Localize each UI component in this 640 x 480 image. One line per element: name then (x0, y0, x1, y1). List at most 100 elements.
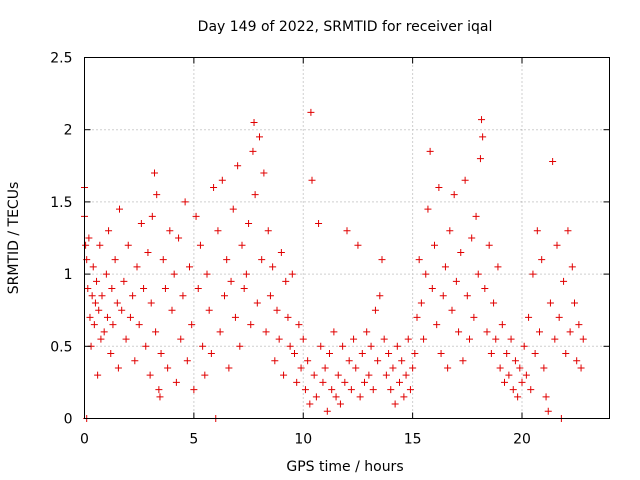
data-point (404, 335, 412, 343)
x-axis-label: GPS time / hours (286, 459, 403, 475)
x-tick-labels: 0 5 10 15 20 (80, 432, 531, 448)
data-point (374, 357, 382, 365)
data-point (538, 256, 546, 264)
data-point (142, 342, 150, 350)
data-point (93, 277, 101, 285)
data-point (490, 299, 498, 307)
data-point (457, 248, 465, 256)
data-point (116, 205, 123, 213)
data-point (82, 241, 90, 249)
data-point (86, 313, 94, 321)
data-point (307, 108, 315, 116)
data-point (245, 220, 253, 228)
data-point (271, 357, 279, 365)
data-point (91, 299, 99, 307)
data-point (365, 371, 373, 379)
data-point (400, 393, 408, 401)
data-point (363, 328, 371, 336)
data-point (483, 328, 491, 336)
data-point (155, 386, 163, 394)
data-point (378, 256, 386, 264)
data-point (131, 357, 139, 365)
data-point (533, 227, 541, 235)
data-point (205, 306, 213, 314)
y-axis-label: SRMTID / TECUs (6, 182, 22, 295)
data-point (323, 407, 331, 415)
data-point (304, 357, 312, 365)
data-point (492, 335, 500, 343)
x-tick-label: 5 (189, 432, 198, 448)
data-point (273, 306, 281, 314)
data-point (227, 277, 235, 285)
data-point (225, 364, 233, 372)
data-point (354, 241, 362, 249)
data-point (518, 378, 526, 386)
data-point (343, 227, 351, 235)
data-point (114, 364, 122, 372)
data-point (238, 241, 246, 249)
data-point (446, 227, 454, 235)
data-point (415, 256, 423, 264)
data-point (536, 328, 543, 336)
x-tick-label: 0 (80, 432, 89, 448)
data-point (253, 299, 261, 307)
data-point (455, 328, 463, 336)
data-point (466, 335, 473, 343)
x-tick-label: 10 (294, 432, 312, 448)
data-point (334, 371, 342, 379)
data-point (277, 248, 285, 256)
data-point (485, 241, 493, 249)
data-point (299, 335, 307, 343)
data-point (450, 191, 458, 199)
data-point (444, 364, 452, 372)
data-point (527, 386, 535, 394)
data-point (84, 285, 92, 293)
data-point (326, 350, 333, 358)
data-point (409, 364, 417, 372)
data-point (310, 371, 318, 379)
data-point (126, 313, 134, 321)
data-point (461, 176, 469, 184)
data-point (229, 205, 237, 213)
data-point (269, 263, 277, 271)
data-point (339, 342, 347, 350)
data-point (291, 350, 298, 358)
data-point (122, 335, 130, 343)
data-point (579, 335, 587, 343)
data-point (181, 198, 189, 206)
data-point (140, 285, 148, 293)
data-point (411, 350, 419, 358)
data-point (284, 313, 292, 321)
data-point (89, 263, 97, 271)
data-point (161, 285, 169, 293)
data-point (389, 364, 397, 372)
data-point (192, 212, 200, 220)
data-point (505, 371, 513, 379)
data-point (387, 386, 395, 394)
data-point (494, 263, 502, 271)
data-point (424, 205, 432, 213)
data-point (90, 321, 98, 329)
data-point (356, 393, 364, 401)
data-point (315, 220, 323, 228)
data-point (328, 386, 336, 394)
data-point (214, 227, 222, 235)
data-point (147, 299, 155, 307)
data-point (301, 386, 309, 394)
data-point (312, 393, 320, 401)
data-point (382, 371, 390, 379)
data-point (542, 393, 550, 401)
data-point (577, 364, 585, 372)
data-point (398, 357, 406, 365)
data-points (81, 108, 587, 422)
data-point (105, 227, 113, 235)
data-point (560, 277, 568, 285)
data-point (431, 241, 438, 249)
data-point (196, 241, 204, 249)
data-point (371, 306, 379, 314)
data-point (487, 350, 495, 358)
data-point (516, 364, 524, 372)
data-point (190, 386, 198, 394)
data-point (568, 263, 576, 271)
data-point (376, 292, 384, 300)
